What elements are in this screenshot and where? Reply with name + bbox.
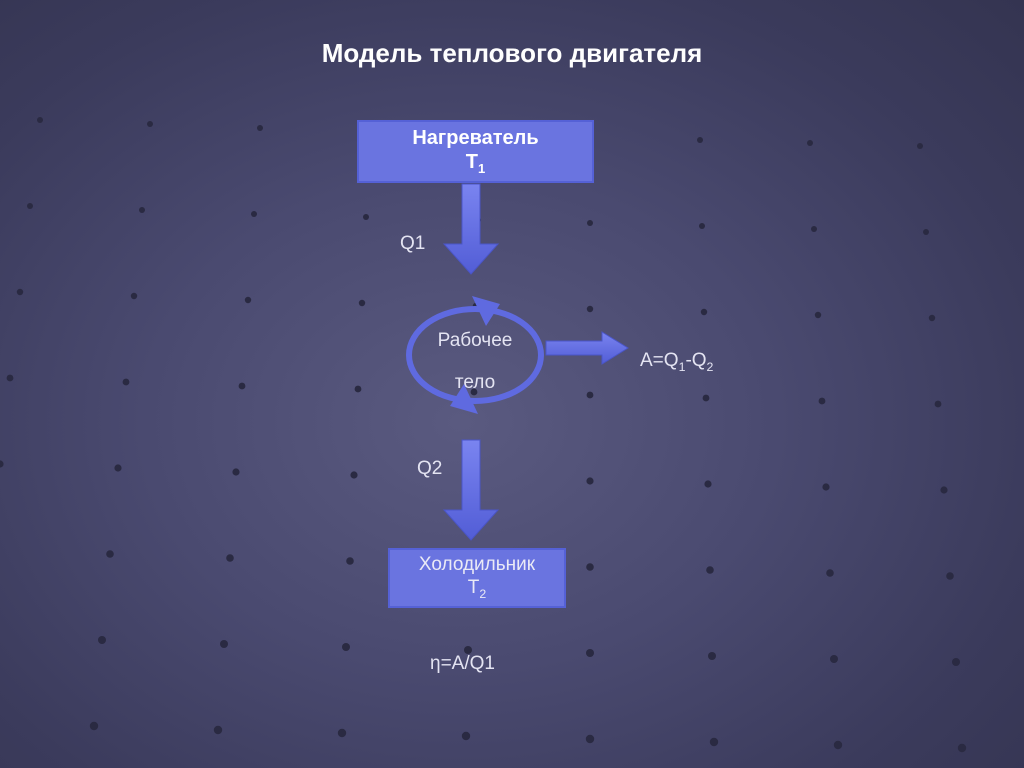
heater-label-line2: Т1 (466, 150, 485, 177)
work-formula: A=Q1-Q2 (640, 350, 713, 374)
heater-t-symbol: Т (466, 151, 478, 173)
q2-label: Q2 (417, 458, 442, 480)
efficiency-formula: η=A/Q1 (430, 653, 495, 675)
arrow-work-icon (546, 332, 628, 364)
slide: Модель теплового двигателя Нагреватель Т… (0, 0, 1024, 768)
heater-box: Нагреватель Т1 (357, 120, 594, 183)
cooler-label-line1: Холодильник (419, 554, 535, 577)
q1-label: Q1 (400, 233, 425, 255)
cooler-t-subscript: 2 (479, 587, 486, 601)
working-body-line2: тело (455, 372, 495, 393)
heater-t-subscript: 1 (478, 161, 485, 176)
arrow-q1-icon (444, 184, 498, 274)
heater-label-line1: Нагреватель (412, 126, 538, 150)
cooler-label-line2: Т2 (468, 577, 486, 602)
work-formula-part2: -Q (685, 350, 706, 371)
work-formula-sub2: 2 (707, 360, 714, 374)
arrow-q2-icon (444, 440, 498, 540)
slide-title: Модель теплового двигателя (0, 38, 1024, 69)
work-formula-part1: A=Q (640, 350, 679, 371)
working-body-label: Рабочее тело (410, 320, 540, 404)
cooler-t-symbol: Т (468, 577, 480, 598)
working-body-line1: Рабочее (438, 330, 513, 351)
cooler-box: Холодильник Т2 (388, 548, 566, 608)
